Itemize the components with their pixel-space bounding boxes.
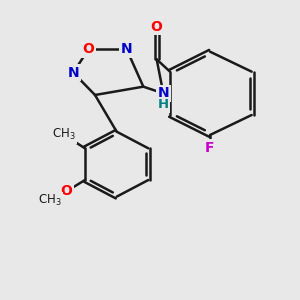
Text: CH$_3$: CH$_3$ [38,193,62,208]
Text: H: H [158,98,169,111]
Text: N: N [158,86,169,100]
Text: N: N [68,66,79,80]
Text: O: O [82,42,94,56]
Text: CH$_3$: CH$_3$ [52,127,76,142]
Text: O: O [151,20,163,34]
Text: N: N [121,42,133,56]
Text: F: F [205,141,215,154]
Text: O: O [61,184,72,198]
